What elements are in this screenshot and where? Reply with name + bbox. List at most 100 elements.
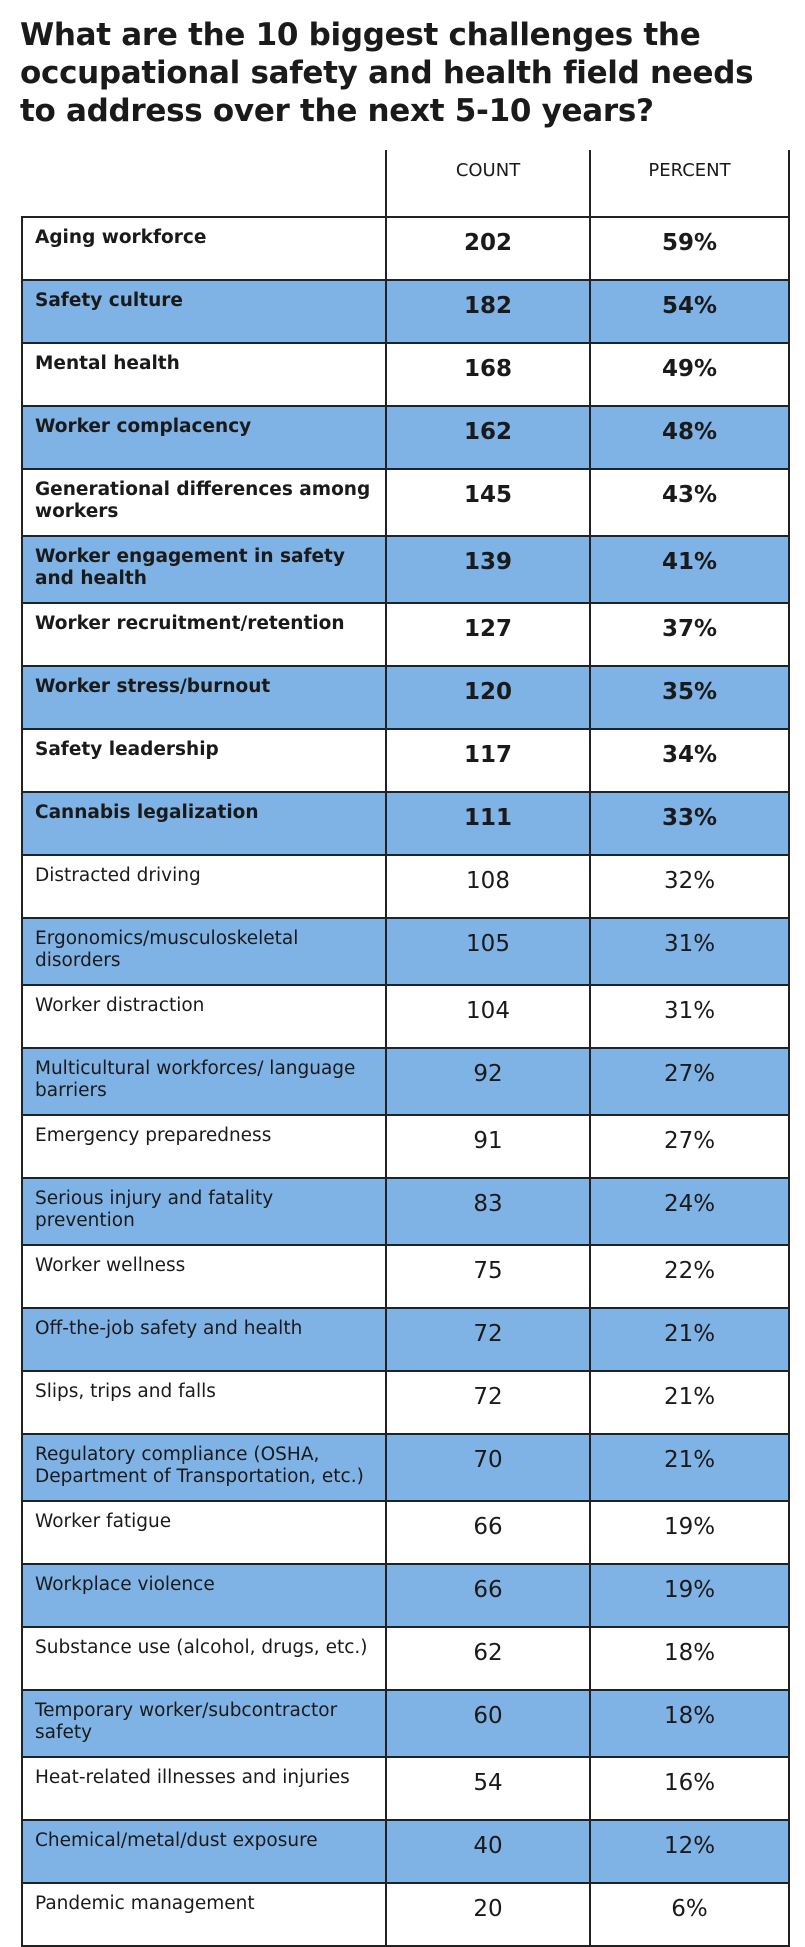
count-cell: 108	[385, 854, 591, 919]
count-cell: 62	[385, 1626, 591, 1691]
table-row: Worker recruitment/retention 127 37%	[21, 602, 790, 667]
percent-cell: 37%	[589, 602, 790, 667]
table-row: Mental health 168 49%	[21, 342, 790, 407]
table-row: Ergonomics/musculoskeletal disorders 105 3…	[21, 917, 790, 986]
table-row: Worker engagement in safety and health 13…	[21, 535, 790, 604]
percent-cell: 27%	[589, 1114, 790, 1179]
percent-cell: 18%	[589, 1689, 790, 1758]
table-row: Regulatory compliance (OSHA, Department …	[21, 1433, 790, 1502]
header-cell	[22, 150, 387, 217]
challenge-label: Worker stress/burnout	[21, 665, 387, 730]
count-cell: 105	[385, 917, 591, 986]
challenge-label: Aging workforce	[21, 216, 387, 281]
percent-cell: 27%	[589, 1047, 790, 1116]
table-row: Distracted driving 108 32%	[21, 854, 790, 919]
count-cell: 168	[385, 342, 591, 407]
percent-cell: 31%	[589, 917, 790, 986]
count-cell: 145	[385, 468, 591, 537]
count-cell: 66	[385, 1500, 591, 1565]
percent-cell: 34%	[589, 728, 790, 793]
count-cell: 20	[385, 1882, 591, 1947]
challenge-label: Substance use (alcohol, drugs, etc.)	[21, 1626, 387, 1691]
page: What are the 10 biggest challenges the o…	[20, 17, 790, 1947]
count-cell: 54	[385, 1756, 591, 1821]
challenge-label: Worker fatigue	[21, 1500, 387, 1565]
table-row: Heat-related illnesses and injuries 54 16%	[21, 1756, 790, 1821]
challenge-label: Chemical/metal/dust exposure	[21, 1819, 387, 1884]
percent-cell: 18%	[589, 1626, 790, 1691]
percent-cell: 22%	[589, 1244, 790, 1309]
challenge-label: Distracted driving	[21, 854, 387, 919]
percent-cell: 19%	[589, 1500, 790, 1565]
title: What are the 10 biggest challenges the o…	[20, 17, 754, 129]
percent-cell: 21%	[589, 1433, 790, 1502]
challenge-label: Worker engagement in safety and health	[21, 535, 387, 604]
percent-cell: 21%	[589, 1307, 790, 1372]
count-cell: 60	[385, 1689, 591, 1758]
table-row: Worker stress/burnout 120 35%	[21, 665, 790, 730]
count-cell: 72	[385, 1370, 591, 1435]
percent-cell: 6%	[589, 1882, 790, 1947]
table-row: Safety culture 182 54%	[21, 279, 790, 344]
table-row: Substance use (alcohol, drugs, etc.) 62 18…	[21, 1626, 790, 1691]
count-cell: 92	[385, 1047, 591, 1116]
table-row: Workplace violence 66 19%	[21, 1563, 790, 1628]
table-row: Worker fatigue 66 19%	[21, 1500, 790, 1565]
challenge-label: Worker distraction	[21, 984, 387, 1049]
table-row: Generational differences among workers 14…	[21, 468, 790, 537]
percent-cell: 59%	[589, 216, 790, 281]
challenge-label: Serious injury and fatality prevention	[21, 1177, 387, 1246]
challenge-label: Ergonomics/musculoskeletal disorders	[21, 917, 387, 986]
percent-cell: 19%	[589, 1563, 790, 1628]
table-row: Serious injury and fatality prevention 83…	[21, 1177, 790, 1246]
challenge-label: Heat-related illnesses and injuries	[21, 1756, 387, 1821]
percent-cell: 31%	[589, 984, 790, 1049]
count-cell: 111	[385, 791, 591, 856]
percent-cell: 33%	[589, 791, 790, 856]
percent-cell: 16%	[589, 1756, 790, 1821]
count-cell: 117	[385, 728, 591, 793]
header-row: COUNT PERCENT	[22, 150, 790, 217]
challenge-label: Emergency preparedness	[21, 1114, 387, 1179]
table-row: Worker complacency 162 48%	[21, 405, 790, 470]
count-cell: 72	[385, 1307, 591, 1372]
table-row: Emergency preparedness 91 27%	[21, 1114, 790, 1179]
count-cell: 40	[385, 1819, 591, 1884]
table-row: Worker wellness 75 22%	[21, 1244, 790, 1309]
count-cell: 75	[385, 1244, 591, 1309]
challenge-label: Slips, trips and falls	[21, 1370, 387, 1435]
table-row: Pandemic management 20 6%	[21, 1882, 790, 1947]
challenge-label: Off-the-job safety and health	[21, 1307, 387, 1372]
header-cell: COUNT	[385, 150, 591, 217]
table-row: Chemical/metal/dust exposure 40 12%	[21, 1819, 790, 1884]
count-cell: 120	[385, 665, 591, 730]
percent-cell: 41%	[589, 535, 790, 604]
percent-cell: 54%	[589, 279, 790, 344]
challenge-label: Worker complacency	[21, 405, 387, 470]
count-cell: 66	[385, 1563, 591, 1628]
challenge-label: Pandemic management	[21, 1882, 387, 1947]
table: COUNT PERCENT Aging workforce 202 59% Safet…	[21, 150, 790, 1947]
challenge-label: Workplace violence	[21, 1563, 387, 1628]
table-row: Cannabis legalization 111 33%	[21, 791, 790, 856]
table-row: Safety leadership 117 34%	[21, 728, 790, 793]
count-cell: 70	[385, 1433, 591, 1502]
challenge-label: Regulatory compliance (OSHA, Department …	[21, 1433, 387, 1502]
table-row: Multicultural workforces/ language barri…	[21, 1047, 790, 1116]
header-cell: PERCENT	[589, 150, 790, 217]
count-cell: 162	[385, 405, 591, 470]
challenge-label: Temporary worker/subcontractor safety	[21, 1689, 387, 1758]
percent-cell: 12%	[589, 1819, 790, 1884]
challenge-label: Safety leadership	[21, 728, 387, 793]
percent-cell: 35%	[589, 665, 790, 730]
challenge-label: Generational differences among workers	[21, 468, 387, 537]
challenge-label: Worker wellness	[21, 1244, 387, 1309]
table-row: Slips, trips and falls 72 21%	[21, 1370, 790, 1435]
count-cell: 91	[385, 1114, 591, 1179]
percent-cell: 24%	[589, 1177, 790, 1246]
count-cell: 83	[385, 1177, 591, 1246]
percent-cell: 21%	[589, 1370, 790, 1435]
challenge-label: Cannabis legalization	[21, 791, 387, 856]
count-cell: 104	[385, 984, 591, 1049]
percent-cell: 43%	[589, 468, 790, 537]
